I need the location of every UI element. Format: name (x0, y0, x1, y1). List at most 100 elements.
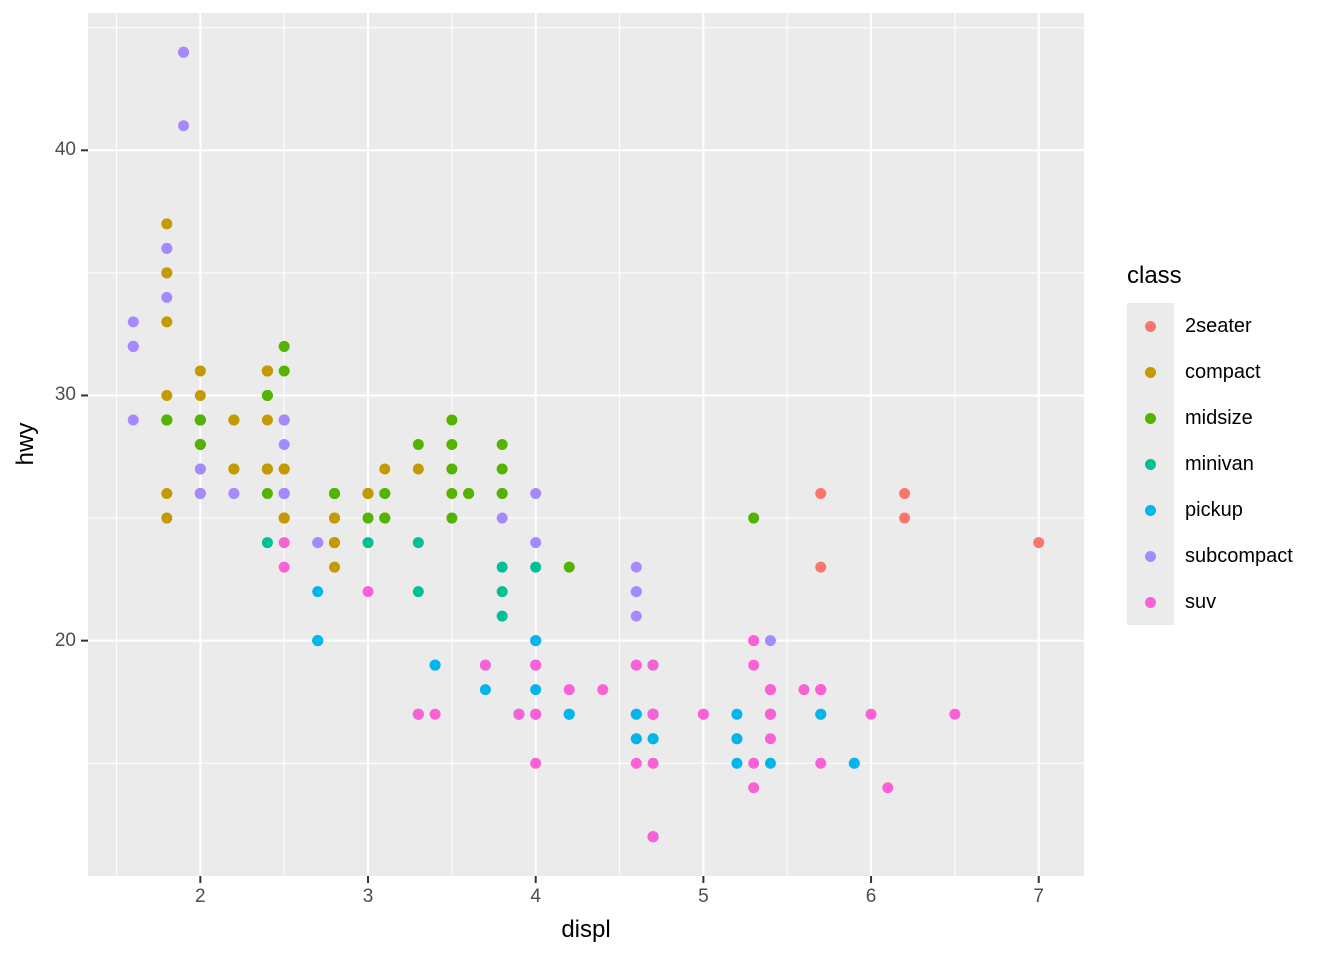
data-point (748, 512, 760, 524)
data-point (278, 537, 290, 549)
y-axis-title: hwy (12, 422, 39, 466)
data-point (278, 561, 290, 573)
x-tick-label: 2 (195, 886, 206, 907)
data-point (429, 659, 441, 671)
data-point (127, 340, 139, 352)
data-point (764, 635, 776, 647)
data-point (312, 635, 324, 647)
data-point (412, 708, 424, 720)
data-point (446, 414, 458, 426)
data-point (530, 561, 542, 573)
data-point (379, 512, 391, 524)
data-point (362, 512, 374, 524)
data-point (446, 512, 458, 524)
legend-item-suv: suv (1127, 579, 1293, 625)
data-point (748, 757, 760, 769)
data-point (161, 242, 173, 254)
data-point (194, 389, 206, 401)
data-point (949, 708, 961, 720)
data-point (379, 463, 391, 475)
data-point (178, 120, 190, 132)
data-point (764, 684, 776, 696)
data-point (446, 463, 458, 475)
data-point (530, 659, 542, 671)
data-point (379, 488, 391, 500)
data-point (328, 488, 340, 500)
data-point (496, 463, 508, 475)
data-point (278, 340, 290, 352)
legend-label: pickup (1185, 498, 1243, 521)
legend-label: suv (1185, 590, 1217, 613)
data-point (815, 684, 827, 696)
legend-dot-icon (1145, 550, 1156, 562)
legend-dot-icon (1145, 458, 1156, 470)
legend-item-midsize: midsize (1127, 395, 1293, 441)
data-point (764, 757, 776, 769)
legend-label: subcompact (1185, 544, 1293, 567)
data-point (161, 414, 173, 426)
legend-dot-icon (1145, 412, 1156, 424)
legend-key (1127, 579, 1174, 625)
x-tick-label: 4 (530, 886, 541, 907)
data-point (530, 635, 542, 647)
data-point (362, 488, 374, 500)
data-point (127, 316, 139, 328)
data-point (815, 561, 827, 573)
legend-key (1127, 303, 1174, 349)
data-point (261, 463, 273, 475)
data-point (429, 708, 441, 720)
data-point (362, 537, 374, 549)
legend-key (1127, 533, 1174, 579)
legend-key (1127, 349, 1174, 395)
legend-item-minivan: minivan (1127, 441, 1293, 487)
data-point (647, 757, 659, 769)
legend-label: compact (1185, 360, 1261, 383)
legend-dot-icon (1145, 504, 1156, 516)
data-point (194, 463, 206, 475)
data-point (731, 757, 743, 769)
data-point (748, 659, 760, 671)
data-point (848, 757, 860, 769)
data-point (412, 439, 424, 450)
data-point (127, 414, 139, 426)
data-point (630, 708, 642, 720)
data-point (815, 488, 827, 500)
data-point (815, 757, 827, 769)
legend-key (1127, 441, 1174, 487)
data-point (278, 463, 290, 475)
data-point (278, 365, 290, 377)
data-point (161, 512, 173, 524)
legend-item-2seater: 2seater (1127, 303, 1293, 349)
data-point (178, 46, 190, 58)
data-point (731, 708, 743, 720)
y-tick-label: 30 (54, 384, 76, 406)
plot-panel (88, 13, 1084, 876)
data-point (496, 512, 508, 524)
data-point (261, 488, 273, 500)
data-point (530, 684, 542, 696)
data-point (530, 537, 542, 549)
data-point (630, 757, 642, 769)
data-point (228, 414, 240, 426)
y-tick-label: 40 (54, 139, 76, 161)
data-point (261, 365, 273, 377)
legend-item-pickup: pickup (1127, 487, 1293, 533)
data-point (865, 708, 877, 720)
legend-dot-icon (1145, 320, 1156, 332)
data-point (161, 316, 173, 328)
data-point (748, 782, 760, 794)
data-point (328, 512, 340, 524)
data-point (228, 463, 240, 475)
data-point (446, 488, 458, 500)
legend-label: 2seater (1185, 314, 1252, 337)
data-point (731, 733, 743, 745)
x-tick-label: 3 (362, 886, 374, 907)
data-point (513, 708, 525, 720)
data-point (328, 537, 340, 549)
legend-item-compact: compact (1127, 349, 1293, 395)
data-point (312, 537, 324, 549)
data-point (899, 512, 911, 524)
data-point (362, 586, 374, 598)
data-point (748, 635, 760, 647)
